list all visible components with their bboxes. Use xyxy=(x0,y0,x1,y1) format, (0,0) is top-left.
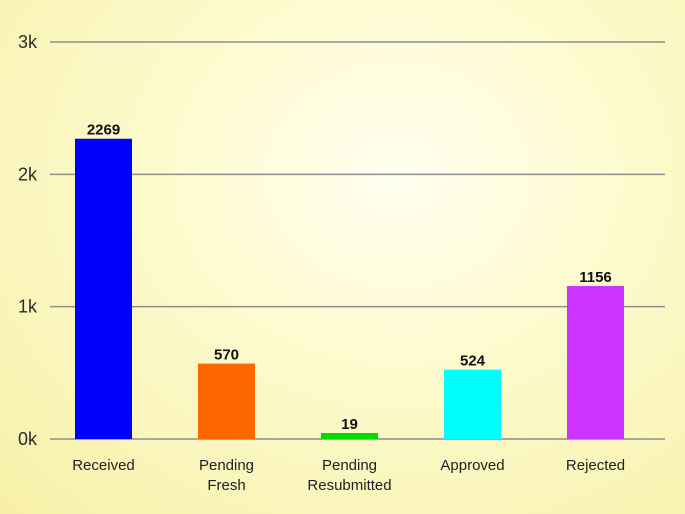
bar xyxy=(321,433,378,439)
category-label: Pending xyxy=(322,457,377,474)
category-label: Fresh xyxy=(207,477,245,494)
data-label: 2269 xyxy=(87,122,120,139)
y-tick-label: 2k xyxy=(18,164,38,184)
bar xyxy=(567,286,624,439)
data-label: 524 xyxy=(460,353,486,370)
y-tick-label: 3k xyxy=(18,32,38,52)
category-label: Resubmitted xyxy=(307,477,391,494)
data-label: 570 xyxy=(214,347,239,364)
category-label: Approved xyxy=(440,457,504,474)
data-label: 1156 xyxy=(579,269,612,286)
y-tick-label: 0k xyxy=(18,429,38,449)
category-label: Pending xyxy=(199,457,254,474)
data-label: 19 xyxy=(341,416,358,433)
category-label: Received xyxy=(72,457,135,474)
bar xyxy=(75,138,132,440)
bar xyxy=(198,363,255,439)
y-tick-label: 1k xyxy=(18,297,38,317)
category-label: Rejected xyxy=(566,457,625,474)
bar xyxy=(444,369,501,439)
